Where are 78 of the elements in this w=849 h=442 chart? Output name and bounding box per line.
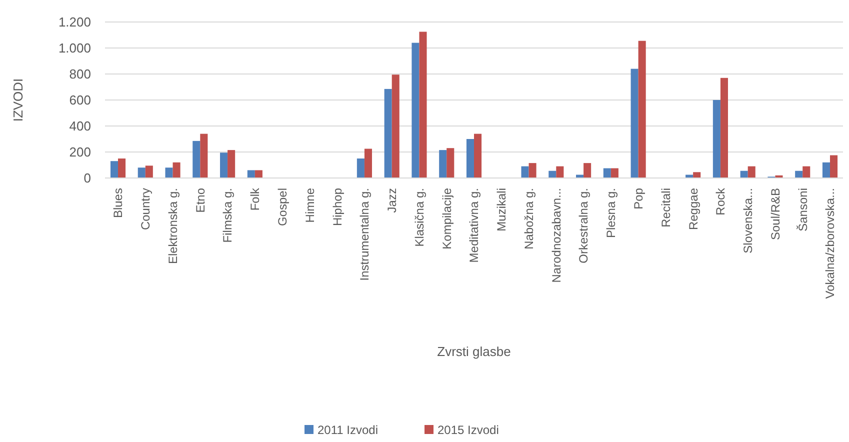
- bar: [138, 168, 146, 178]
- x-tick-label: Recitali: [658, 188, 673, 228]
- x-tick-label: Narodnozabavn...: [549, 188, 564, 283]
- bar: [638, 40, 646, 178]
- bar: [720, 78, 728, 178]
- x-tick-label: Gospel: [276, 188, 290, 226]
- bar: [145, 166, 153, 178]
- x-tick-label: Pop: [632, 188, 646, 210]
- bar: [364, 148, 372, 178]
- x-tick-label: Muzikali: [494, 188, 509, 232]
- x-axis-title: Zvrsti glasbe: [437, 344, 511, 359]
- bar: [419, 32, 427, 178]
- bar: [712, 100, 720, 178]
- bar: [802, 166, 810, 178]
- x-tick-label: Blues: [111, 188, 126, 218]
- bar: [830, 155, 838, 178]
- x-tick-label: Jazz: [385, 188, 400, 213]
- x-tick-label: Elektronska g.: [166, 188, 180, 264]
- y-axis-title: IZVODI: [10, 78, 26, 122]
- bar: [521, 166, 529, 178]
- bar: [392, 74, 400, 178]
- x-tick-label: Orkestralna g.: [576, 188, 591, 264]
- bar: [474, 134, 482, 178]
- bar: [822, 162, 830, 178]
- bar: [356, 158, 364, 178]
- bar: [384, 88, 392, 178]
- x-tick-label: Soul/R&B: [768, 188, 782, 240]
- bar: [528, 163, 536, 178]
- x-tick-label: Meditativna g.: [467, 188, 482, 263]
- bar: [556, 166, 564, 178]
- x-tick-label: Folk: [248, 187, 262, 211]
- y-tick-label: 1.200: [58, 14, 91, 30]
- bar: [610, 168, 618, 178]
- bar: [584, 163, 592, 178]
- y-tick-label: 800: [69, 66, 91, 82]
- y-tick-label: 200: [69, 144, 91, 160]
- legend-label: 2015 Izvodi: [438, 423, 499, 438]
- bar: [110, 161, 118, 178]
- x-tick-label: Vokalna/zborovska...: [823, 188, 838, 299]
- bar: [247, 170, 255, 178]
- bar: [630, 68, 638, 178]
- bar: [228, 150, 236, 178]
- x-tick-label: Etno: [193, 188, 208, 213]
- x-tick-label: Šansoni: [796, 188, 810, 232]
- bar: [446, 148, 454, 178]
- x-tick-label: Slovenska...: [741, 188, 756, 254]
- bar: [795, 170, 803, 178]
- bar: [165, 168, 173, 178]
- y-tick-label: 600: [69, 92, 91, 108]
- x-tick-label: Country: [138, 188, 153, 230]
- bar: [254, 170, 262, 178]
- x-tick-label: Rock: [714, 187, 728, 216]
- bar: [412, 42, 420, 178]
- y-tick-label: 400: [69, 118, 91, 134]
- bar: [466, 139, 474, 178]
- bar: [439, 150, 447, 178]
- bar: [192, 140, 200, 178]
- bar: [200, 134, 208, 178]
- x-tick-label: Nabožna g.: [522, 188, 536, 250]
- x-tick-label: Himne: [302, 188, 317, 223]
- x-tick-label: Hiphop: [330, 188, 344, 226]
- y-tick-label: 1.000: [58, 40, 91, 56]
- x-tick-label: Kompilacije: [440, 188, 454, 250]
- x-tick-label: Klasična g.: [412, 188, 426, 247]
- bar: [603, 168, 611, 178]
- bar: [548, 170, 556, 178]
- bar: [693, 172, 701, 178]
- bar: [172, 162, 180, 178]
- x-tick-label: Filmska g.: [220, 188, 235, 243]
- x-tick-label: Reggae: [686, 188, 700, 230]
- x-tick-label: Plesna g.: [604, 188, 618, 238]
- legend-label: 2011 Izvodi: [318, 423, 378, 438]
- y-tick-label: 0: [84, 170, 91, 186]
- x-tick-label: Instrumentalna g.: [358, 188, 372, 281]
- bar: [740, 170, 748, 178]
- bar: [118, 158, 126, 178]
- bar: [748, 166, 756, 178]
- bar: [220, 152, 228, 178]
